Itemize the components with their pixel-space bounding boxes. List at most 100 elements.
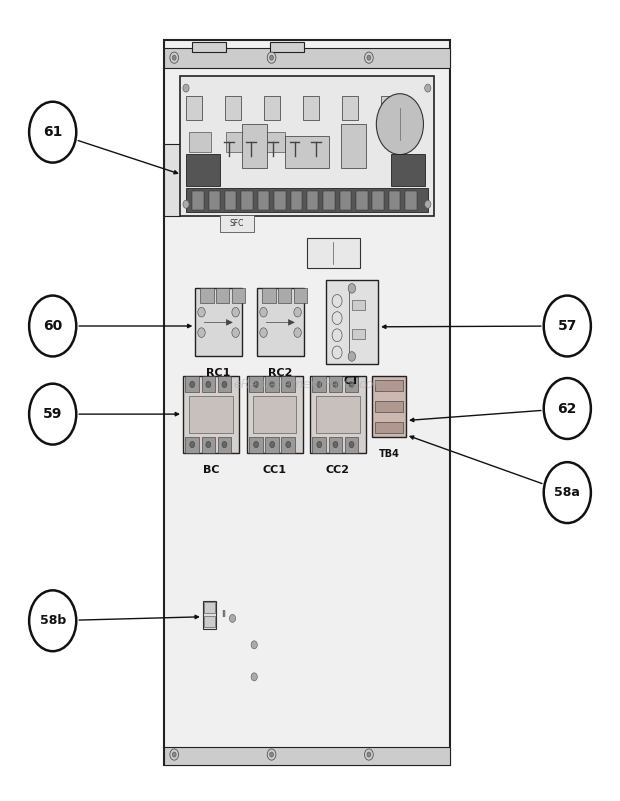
Bar: [278, 288, 291, 303]
Bar: [241, 191, 253, 210]
Bar: [189, 132, 211, 152]
Text: TB4: TB4: [379, 449, 399, 458]
Circle shape: [260, 308, 267, 317]
Bar: [257, 288, 304, 356]
Circle shape: [349, 381, 354, 388]
Bar: [307, 191, 319, 210]
Circle shape: [425, 84, 431, 92]
Bar: [183, 376, 239, 453]
Bar: [329, 376, 342, 392]
Circle shape: [251, 673, 257, 681]
Bar: [242, 124, 267, 168]
Bar: [281, 376, 295, 392]
Bar: [405, 191, 417, 210]
Bar: [356, 191, 368, 210]
Circle shape: [232, 308, 239, 317]
Bar: [226, 132, 248, 152]
Circle shape: [367, 752, 371, 757]
Bar: [164, 747, 450, 765]
Text: BC: BC: [203, 465, 219, 474]
Circle shape: [270, 752, 273, 757]
Bar: [258, 191, 269, 210]
Bar: [285, 136, 329, 168]
Bar: [218, 437, 231, 453]
Bar: [262, 288, 275, 303]
Circle shape: [286, 441, 291, 448]
Circle shape: [365, 749, 373, 760]
Circle shape: [270, 55, 273, 60]
Bar: [381, 96, 397, 120]
Bar: [195, 288, 242, 356]
Bar: [372, 376, 406, 437]
Bar: [202, 376, 215, 392]
Bar: [216, 288, 229, 303]
Circle shape: [190, 381, 195, 388]
Circle shape: [251, 641, 257, 649]
Bar: [203, 601, 216, 629]
Bar: [293, 288, 307, 303]
Circle shape: [376, 94, 423, 155]
Circle shape: [544, 378, 591, 439]
Bar: [389, 191, 401, 210]
Text: II: II: [221, 610, 226, 619]
Bar: [225, 96, 241, 120]
Text: 58a: 58a: [554, 486, 580, 499]
Bar: [375, 380, 403, 391]
Bar: [225, 191, 236, 210]
Bar: [352, 329, 366, 340]
Circle shape: [29, 590, 76, 651]
Bar: [200, 288, 213, 303]
Bar: [164, 48, 450, 68]
Circle shape: [317, 381, 322, 388]
Circle shape: [286, 381, 291, 388]
Bar: [185, 437, 199, 453]
Circle shape: [183, 200, 189, 208]
Bar: [326, 280, 378, 364]
Bar: [345, 437, 358, 453]
Bar: [204, 602, 215, 614]
Circle shape: [348, 352, 356, 361]
Bar: [264, 96, 280, 120]
Circle shape: [267, 52, 276, 63]
Text: 61: 61: [43, 125, 63, 139]
Circle shape: [29, 296, 76, 356]
Circle shape: [172, 752, 176, 757]
Bar: [186, 188, 428, 212]
Bar: [253, 396, 296, 433]
Text: 59: 59: [43, 407, 63, 421]
Bar: [316, 396, 360, 433]
Bar: [218, 376, 231, 392]
Text: eReplacementParts.com: eReplacementParts.com: [234, 378, 386, 391]
Circle shape: [170, 749, 179, 760]
Circle shape: [367, 55, 371, 60]
Bar: [312, 376, 326, 392]
Bar: [310, 376, 366, 453]
Circle shape: [198, 308, 205, 317]
Bar: [270, 42, 304, 52]
Bar: [373, 191, 384, 210]
Circle shape: [254, 441, 259, 448]
Bar: [208, 191, 220, 210]
Circle shape: [294, 308, 301, 317]
Circle shape: [270, 381, 275, 388]
Circle shape: [260, 328, 267, 337]
Circle shape: [317, 441, 322, 448]
Bar: [291, 191, 302, 210]
Bar: [265, 376, 279, 392]
Circle shape: [267, 749, 276, 760]
Text: CC2: CC2: [326, 465, 350, 474]
Circle shape: [222, 381, 227, 388]
Text: 58b: 58b: [40, 614, 66, 627]
Bar: [341, 124, 366, 168]
Circle shape: [170, 52, 179, 63]
Bar: [342, 96, 358, 120]
Circle shape: [254, 381, 259, 388]
Circle shape: [333, 381, 338, 388]
Bar: [375, 400, 403, 412]
Circle shape: [222, 441, 227, 448]
Text: CT: CT: [344, 376, 360, 386]
Bar: [192, 42, 226, 52]
Bar: [185, 376, 199, 392]
Bar: [189, 396, 232, 433]
Circle shape: [190, 441, 195, 448]
